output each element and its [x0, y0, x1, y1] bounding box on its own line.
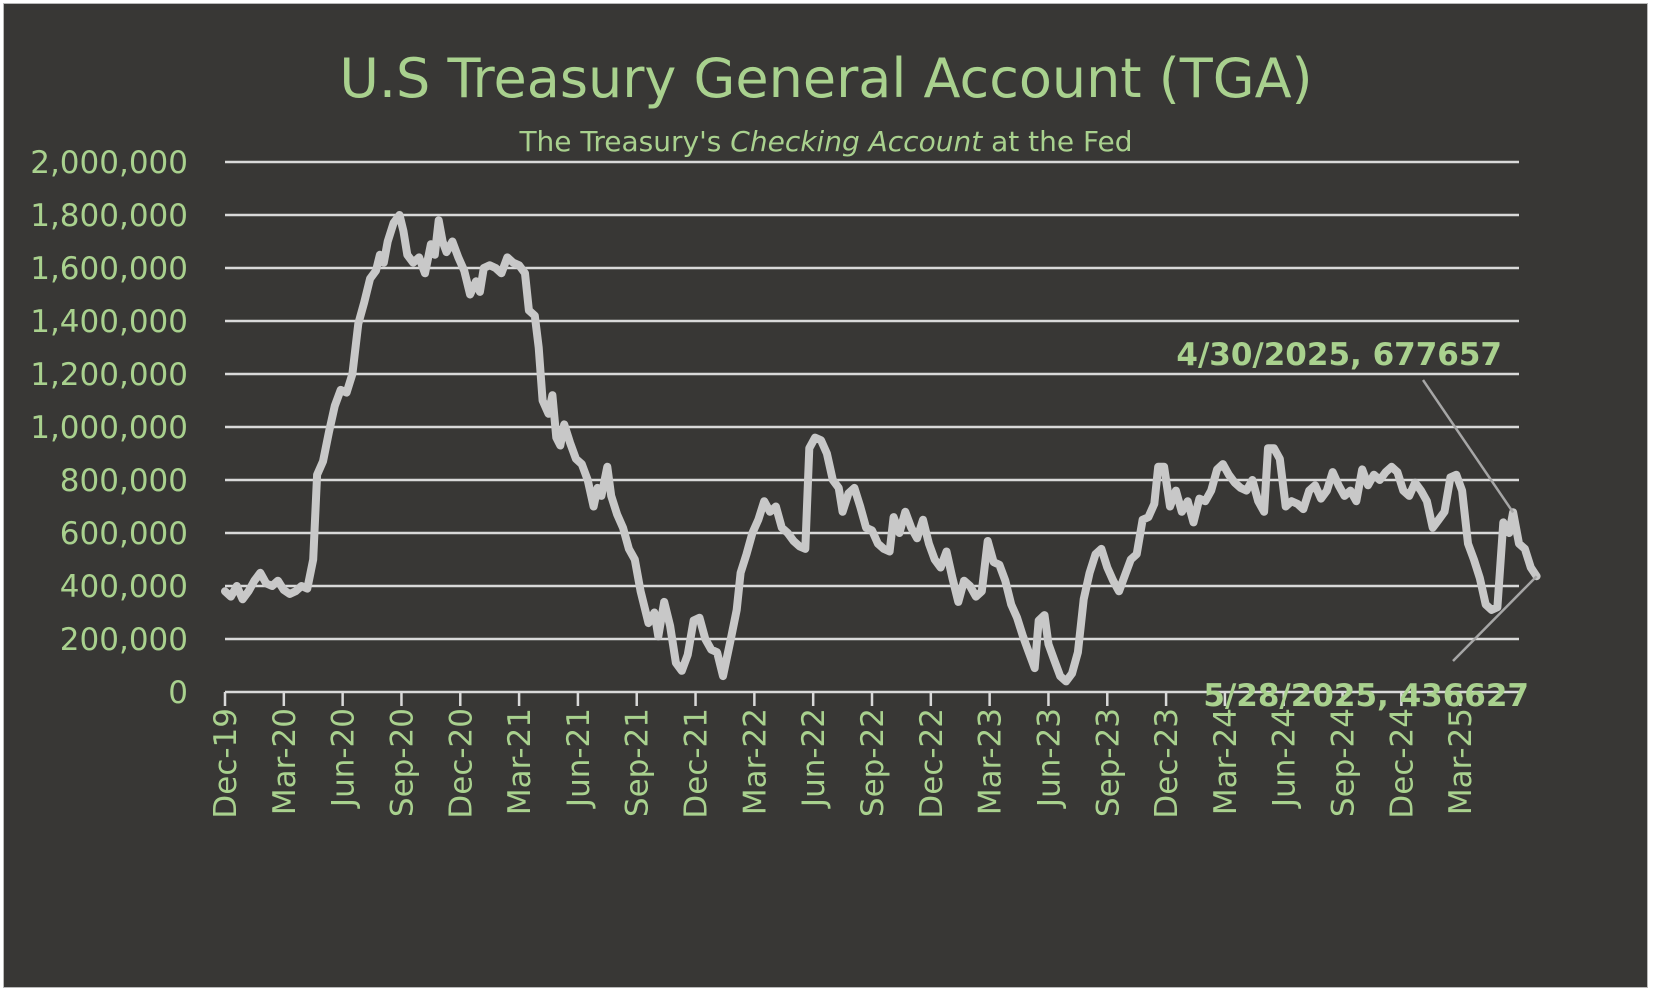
- annotation-label: 5/28/2025, 436627: [1203, 678, 1529, 714]
- x-tick-label: Mar-23: [973, 708, 1009, 815]
- annotation-label: 4/30/2025, 677657: [1176, 337, 1502, 373]
- x-tick-label: Dec-20: [443, 708, 479, 819]
- x-tick-label: Sep-20: [384, 708, 420, 817]
- annotation-leader-line: [1452, 575, 1538, 662]
- x-tick-label: Sep-21: [620, 708, 656, 817]
- x-tick-label: Dec-21: [679, 708, 715, 819]
- x-tick-label: Dec-19: [208, 708, 244, 819]
- chart-title: U.S Treasury General Account (TGA): [339, 47, 1312, 110]
- x-tick-label: Jun-20: [326, 708, 362, 809]
- x-tick-label: Jun-24: [1267, 708, 1303, 809]
- series-group: [221, 211, 1541, 686]
- subtitle-emphasis: Checking Account: [730, 125, 983, 158]
- tga-line-chart: U.S Treasury General Account (TGA) The T…: [30, 47, 1541, 819]
- y-tick-label: 400,000: [60, 569, 188, 605]
- x-tick-label: Jun-22: [796, 708, 832, 809]
- x-tick-label: Sep-24: [1326, 708, 1362, 817]
- annotations: 4/30/2025, 677657 5/28/2025, 436627: [1176, 337, 1538, 714]
- x-tick-label: Jun-21: [561, 708, 597, 809]
- y-axis-ticks: 0 200,000 400,000 600,000 800,000 1,000,000 1,…: [30, 145, 188, 711]
- chart-frame: U.S Treasury General Account (TGA) The T…: [3, 3, 1648, 988]
- x-tick-label: Sep-22: [855, 708, 891, 817]
- subtitle-prefix: The Treasury's: [518, 125, 730, 158]
- x-axis-ticks: Dec-19 Mar-20 Jun-20 Sep-20 Dec-20 Mar-21 Jun-…: [208, 692, 1479, 819]
- y-tick-label: 1,000,000: [30, 410, 188, 446]
- x-tick-label: Dec-23: [1149, 708, 1185, 819]
- y-tick-label: 2,000,000: [30, 145, 188, 181]
- x-tick-label: Mar-24: [1208, 708, 1244, 815]
- x-tick-label: Dec-22: [914, 708, 950, 819]
- gridlines: [225, 160, 1519, 694]
- x-tick-label: Sep-23: [1090, 708, 1126, 817]
- annotation-leader-line: [1421, 379, 1515, 514]
- y-tick-label: 0: [168, 675, 188, 711]
- y-tick-label: 1,800,000: [30, 198, 188, 234]
- x-tick-label: Mar-25: [1443, 708, 1479, 815]
- subtitle-suffix: at the Fed: [982, 125, 1132, 158]
- chart-subtitle: The Treasury's Checking Account at the F…: [518, 125, 1132, 158]
- y-tick-label: 600,000: [60, 516, 188, 552]
- x-tick-label: Jun-23: [1031, 708, 1067, 809]
- y-tick-label: 1,400,000: [30, 304, 188, 340]
- y-tick-label: 800,000: [60, 463, 188, 499]
- x-tick-label: Mar-22: [737, 708, 773, 815]
- series-line-tga: [221, 211, 1541, 686]
- x-tick-label: Mar-21: [502, 708, 538, 815]
- y-tick-label: 1,200,000: [30, 357, 188, 393]
- x-tick-label: Mar-20: [267, 708, 303, 815]
- y-tick-label: 200,000: [60, 622, 188, 658]
- x-tick-label: Dec-24: [1384, 708, 1420, 819]
- y-tick-label: 1,600,000: [30, 251, 188, 287]
